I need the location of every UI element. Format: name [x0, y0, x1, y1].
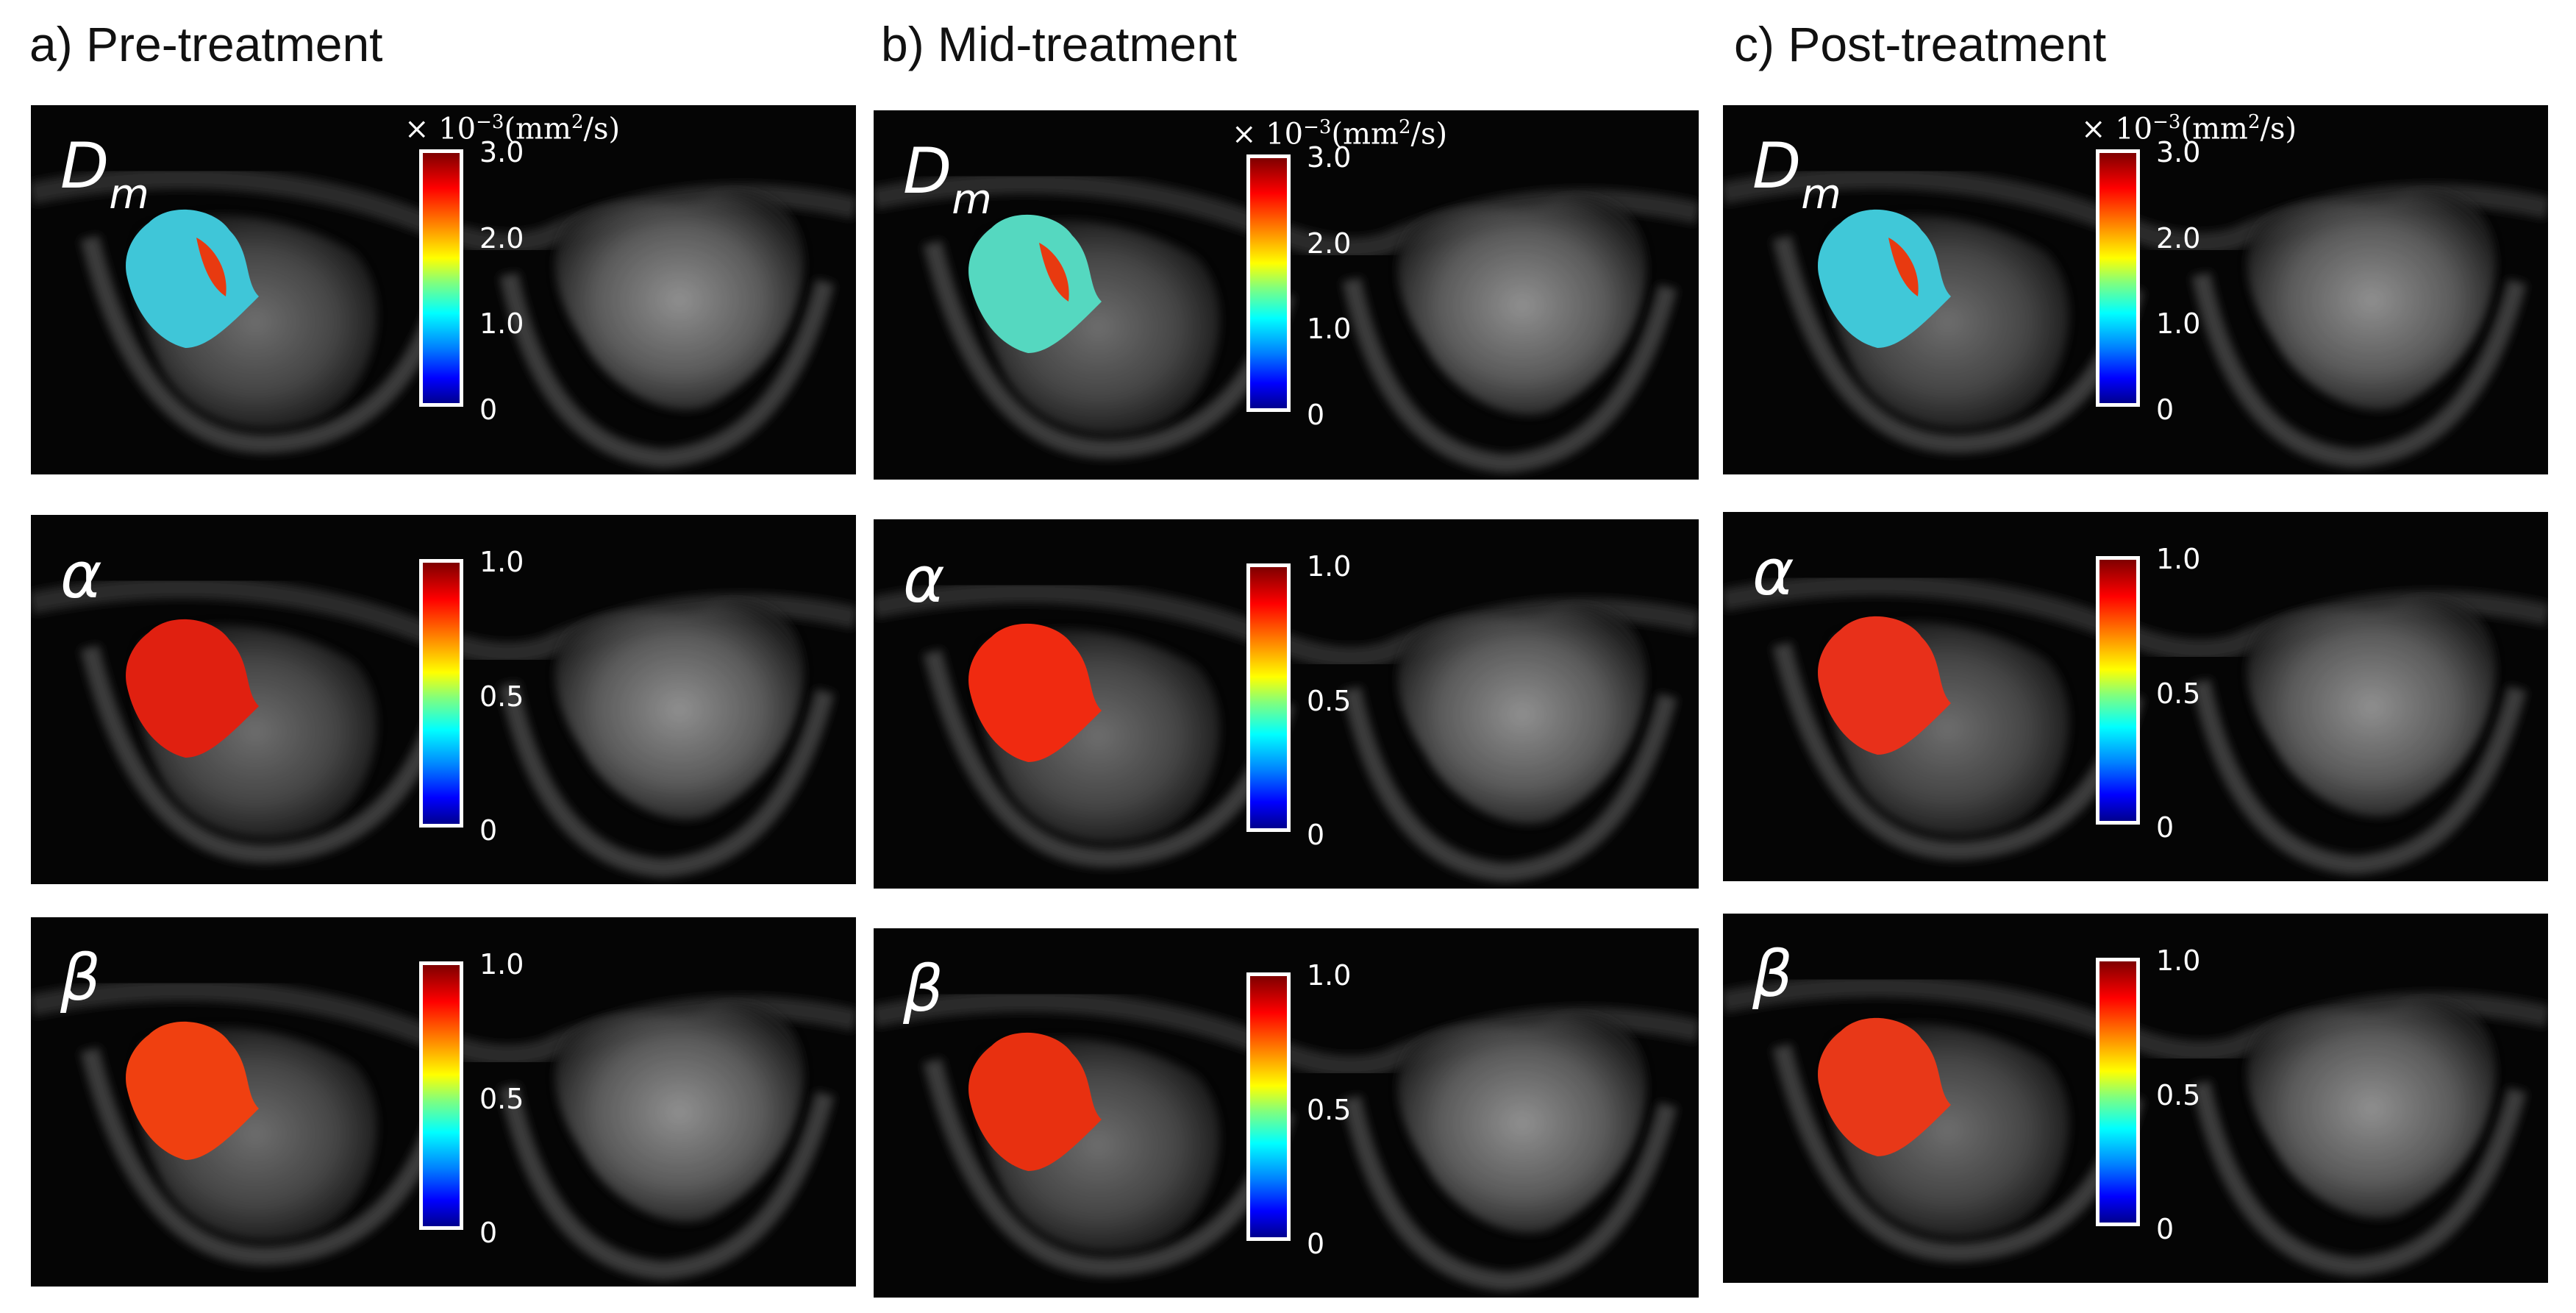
parameter-subscript: m — [952, 176, 992, 224]
panel-pre-beta: β 1.0 0.5 0 — [31, 917, 856, 1287]
colorbar-tick-label: 1.0 — [2156, 944, 2201, 977]
colorbar-tick-label: 0 — [2156, 394, 2174, 426]
panel-pre-alpha: α 1.0 0.5 0 — [31, 515, 856, 884]
colorbar-tick-label: 0.5 — [2156, 677, 2201, 710]
colorbar — [2096, 556, 2140, 825]
colorbar-tick-label: 3.0 — [479, 136, 524, 168]
colorbar-tick-label: 0 — [1307, 819, 1325, 851]
colorbar-tick-label: 2.0 — [1307, 227, 1352, 260]
parameter-label: β — [903, 953, 943, 1026]
colorbar-tick-label: 0.5 — [2156, 1078, 2201, 1111]
panel-mid-dm: Dm 3.0 2.0 1.0 0 × 10−3(mm2/s) — [874, 110, 1699, 480]
tumor-overlay — [126, 619, 259, 758]
panel-pre-dm: Dm 3.0 2.0 1.0 0 × 10−3(mm2/s) — [31, 105, 856, 474]
panel-post-alpha: α 1.0 0.5 0 — [1723, 512, 2548, 881]
colorbar-tick-label: 1.0 — [479, 307, 524, 341]
colorbar-tick-label: 1.0 — [2156, 307, 2201, 341]
tumor-overlay — [1818, 616, 1951, 755]
mri-scan — [1723, 166, 2548, 469]
colorbar-unit: × 10−3(mm2/s) — [1232, 116, 1448, 152]
colorbar-tick-label: 2.0 — [479, 221, 524, 255]
colorbar — [419, 149, 463, 407]
parameter-label: Dm — [903, 135, 992, 224]
colorbar-tick-label: 1.0 — [2156, 543, 2201, 575]
colorbar-tick-label: 0.5 — [479, 1082, 524, 1115]
tumor-overlay — [126, 1021, 259, 1160]
parameter-label: α — [60, 539, 102, 613]
mri-scan — [1723, 975, 2548, 1277]
colorbar-tick-label: 0.5 — [1307, 1093, 1352, 1126]
tumor-overlay — [968, 623, 1102, 762]
colorbar — [419, 559, 463, 828]
colorbar — [1246, 972, 1291, 1241]
mri-scan — [31, 166, 856, 469]
colorbar-tick-label: 0 — [479, 814, 498, 847]
mri-scan — [874, 989, 1699, 1292]
column-title-post: c) Post-treatment — [1734, 17, 2107, 71]
panel-mid-beta: β 1.0 0.5 0 — [874, 928, 1699, 1298]
colorbar-tick-label: 1.0 — [1307, 550, 1352, 583]
parameter-label: Dm — [1752, 129, 1841, 218]
mri-scan — [31, 576, 856, 878]
colorbar-tick-label: 1.0 — [479, 948, 524, 981]
colorbar — [419, 961, 463, 1230]
parameter-subscript: m — [1801, 171, 1841, 218]
tumor-overlay — [1818, 209, 1951, 348]
parameter-label: α — [1752, 536, 1794, 610]
parameter-label: β — [1752, 938, 1793, 1011]
colorbar-tick-label: 1.0 — [1307, 959, 1352, 992]
colorbar-tick-label: 3.0 — [2156, 136, 2201, 168]
colorbar — [1246, 154, 1291, 412]
parameter-label: Dm — [60, 129, 149, 218]
colorbar-tick-label: 0.5 — [479, 680, 524, 713]
column-title-mid: b) Mid-treatment — [881, 17, 1238, 71]
mri-scan — [31, 978, 856, 1281]
tumor-overlay — [1818, 1017, 1951, 1156]
parameter-label: α — [903, 544, 945, 617]
colorbar-unit: × 10−3(mm2/s) — [2081, 111, 2297, 146]
colorbar-tick-label: 0 — [479, 394, 498, 426]
column-title-pre: a) Pre-treatment — [29, 17, 383, 71]
colorbar-tick-label: 0 — [2156, 811, 2174, 844]
colorbar-tick-label: 1.0 — [1307, 313, 1352, 346]
tumor-overlay — [968, 214, 1102, 353]
colorbar-tick-label: 0 — [2156, 1213, 2174, 1245]
colorbar-tick-label: 0 — [479, 1217, 498, 1249]
tumor-overlay — [968, 1032, 1102, 1171]
parameter-subscript: m — [109, 171, 149, 218]
colorbar — [2096, 958, 2140, 1226]
mri-scan — [874, 171, 1699, 474]
colorbar-tick-label: 3.0 — [1307, 141, 1352, 174]
colorbar-unit: × 10−3(mm2/s) — [404, 111, 621, 146]
colorbar-tick-label: 0 — [1307, 399, 1325, 431]
colorbar-tick-label: 2.0 — [2156, 221, 2201, 255]
colorbar-tick-label: 0.5 — [1307, 684, 1352, 717]
mri-scan — [1723, 573, 2548, 875]
colorbar — [2096, 149, 2140, 407]
panel-post-beta: β 1.0 0.5 0 — [1723, 914, 2548, 1283]
colorbar — [1246, 563, 1291, 832]
colorbar-tick-label: 1.0 — [479, 546, 524, 578]
panel-post-dm: Dm 3.0 2.0 1.0 0 × 10−3(mm2/s) — [1723, 105, 2548, 474]
tumor-overlay — [126, 209, 259, 348]
panel-mid-alpha: α 1.0 0.5 0 — [874, 519, 1699, 889]
parameter-label: β — [60, 942, 101, 1015]
colorbar-tick-label: 0 — [1307, 1228, 1325, 1260]
mri-scan — [874, 580, 1699, 883]
